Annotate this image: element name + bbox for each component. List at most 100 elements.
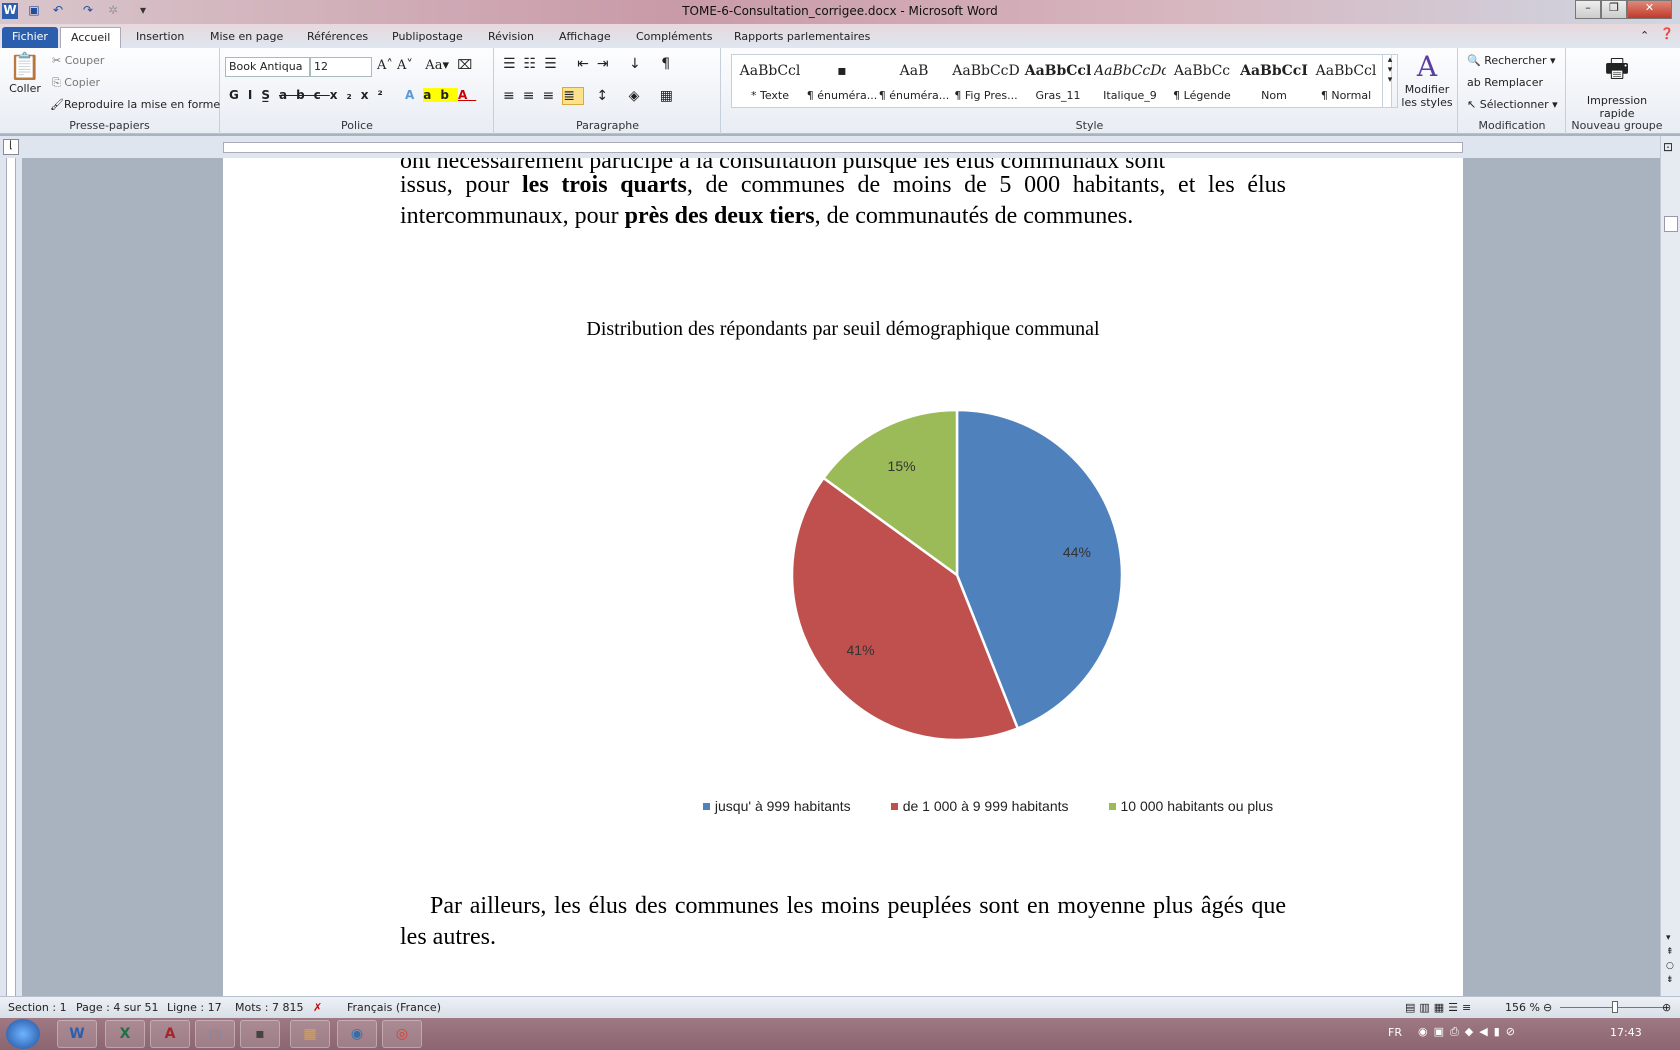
style-name: Italique_9	[1103, 89, 1157, 102]
input-language[interactable]: FR	[1388, 1026, 1402, 1039]
find-button[interactable]: 🔍 Rechercher ▾	[1467, 54, 1556, 67]
title-bar: W ▣ ↶ ↷ ✲ ▾ TOME-6-Consultation_corrigee…	[0, 0, 1680, 24]
zoom-in-button[interactable]: ⊕	[1662, 1001, 1672, 1014]
style-item[interactable]: ▪ ¶ énuméra...	[806, 55, 878, 102]
document-page[interactable]: ont nécessairement participé à la consul…	[223, 158, 1463, 996]
taskbar-app[interactable]: X	[105, 1020, 145, 1048]
data-label: 15%	[888, 458, 916, 474]
printer-icon: 🖶	[1604, 54, 1630, 84]
restore-button[interactable]: ❐	[1601, 0, 1627, 19]
taskbar-app[interactable]: ▦	[290, 1020, 330, 1048]
zoom-slider-thumb[interactable]	[1612, 1001, 1618, 1013]
proofing-icon[interactable]: ✗	[313, 1001, 323, 1014]
list-indent-buttons[interactable]: ☰☷☰ ⇤⇥ ↓ ¶	[503, 56, 679, 72]
format-painter-button[interactable]: 🖌Reproduire la mise en forme	[50, 98, 221, 111]
window-title: TOME-6-Consultation_corrigee.docx - Micr…	[682, 4, 998, 18]
style-preview: AaBbCcl	[1315, 63, 1377, 79]
style-item[interactable]: AaBbCcl * Texte	[734, 55, 806, 102]
style-item[interactable]: AaBbCcD ¶ Fig Pres...	[950, 55, 1022, 102]
taskbar-app[interactable]: ◎	[382, 1020, 422, 1048]
tab-selector[interactable]: ⌊	[3, 139, 19, 155]
view-ruler-icon[interactable]: ⊡	[1663, 140, 1674, 154]
font-size-select[interactable]: 12	[310, 57, 372, 77]
minimize-ribbon-icon[interactable]: ⌃	[1640, 29, 1650, 42]
quickprint-group-label: Nouveau groupe	[1571, 119, 1663, 132]
replace-button[interactable]: ab Remplacer	[1467, 76, 1543, 89]
style-item[interactable]: AaB ¶ énuméra...	[878, 55, 950, 102]
style-name: ¶ Légende	[1173, 89, 1231, 102]
redo-icon[interactable]: ↷	[82, 3, 94, 17]
legend-label: 10 000 habitants ou plus	[1120, 798, 1274, 814]
minimize-button[interactable]: –	[1575, 0, 1601, 19]
status-section[interactable]: Section : 1	[8, 1001, 67, 1014]
pie-slice[interactable]	[790, 476, 1020, 742]
help-icon[interactable]: ❓	[1660, 27, 1674, 40]
tab-rapports-parlementaires[interactable]: Rapports parlementaires	[734, 30, 871, 43]
status-page[interactable]: Page : 4 sur 51	[76, 1001, 159, 1014]
group-editing: 🔍 Rechercher ▾ ab Remplacer ↖ Sélectionn…	[1459, 48, 1566, 134]
ruler-scale[interactable]	[223, 142, 1463, 153]
tab-complements[interactable]: Compléments	[636, 30, 713, 43]
customize-icon[interactable]: ✲	[107, 3, 119, 17]
paragraph-group-label: Paragraphe	[575, 119, 640, 132]
pie-slice[interactable]	[821, 408, 959, 578]
style-item[interactable]: AaBbCc ¶ Légende	[1166, 55, 1238, 102]
legend-swatch	[702, 802, 710, 810]
copy-label: Copier	[64, 76, 101, 89]
modify-styles-button[interactable]: A Modifier les styles	[1397, 50, 1457, 109]
browse-buttons[interactable]: ▾ ⇞ ○ ⇟	[1666, 933, 1674, 985]
save-icon[interactable]: ▣	[28, 3, 40, 17]
select-button[interactable]: ↖ Sélectionner ▾	[1467, 98, 1558, 111]
tab-insertion[interactable]: Insertion	[136, 30, 185, 43]
legend-swatch	[1108, 802, 1116, 810]
status-language[interactable]: Français (France)	[347, 1001, 441, 1014]
text: , de communautés de communes.	[814, 203, 1134, 229]
zoom-out-button[interactable]: ⊖	[1543, 1001, 1553, 1014]
taskbar-app[interactable]: ◉	[337, 1020, 377, 1048]
word-icon[interactable]: W	[2, 3, 18, 19]
font-name-select[interactable]: Book Antiqua	[225, 57, 310, 77]
bold-text: près des deux tiers	[624, 203, 815, 229]
undo-icon[interactable]: ↶	[52, 3, 64, 17]
tray-icons[interactable]: ◉▣⎙◆◀▮⊘	[1418, 1025, 1521, 1038]
style-item[interactable]: AaBbCcl ¶ Normal	[1310, 55, 1382, 102]
style-preview: ▪	[837, 63, 847, 79]
tab-affichage[interactable]: Affichage	[559, 30, 611, 43]
tab-references[interactable]: Références	[307, 30, 369, 43]
start-button[interactable]	[6, 1019, 40, 1049]
styles-scroll[interactable]: ▴ ▾ ▾	[1382, 54, 1398, 108]
tab-mise-en-page[interactable]: Mise en page	[210, 30, 284, 43]
tab-publipostage[interactable]: Publipostage	[392, 30, 463, 43]
pie-chart[interactable]: 44% 41% 15%	[223, 158, 1463, 996]
zoom-level[interactable]: 156 %	[1505, 1001, 1540, 1014]
paragraph-1: issus, pour les trois quarts, de commune…	[400, 170, 1286, 232]
font-grow-shrink-icons[interactable]: A˄ A˅ Aa▾ ⌧	[377, 58, 473, 73]
cut-button[interactable]: ✂ Couper	[52, 54, 105, 67]
group-clipboard: 📋 Coller ✂ Couper ⎘ Copier 🖌Reproduire l…	[0, 48, 220, 134]
view-buttons[interactable]: ▤▥▦☰≡	[1405, 1001, 1476, 1014]
close-button[interactable]: ✕	[1627, 0, 1672, 19]
status-words[interactable]: Mots : 7 815	[235, 1001, 304, 1014]
quick-access-menu-icon[interactable]: ▾	[139, 3, 147, 17]
style-item[interactable]: AaBbCcl Gras_11	[1022, 55, 1094, 102]
quick-print-button[interactable]: 🖶 Impression rapide	[1577, 50, 1657, 120]
scrollbar-thumb[interactable]	[1664, 216, 1678, 232]
tab-fichier[interactable]: Fichier	[2, 27, 58, 48]
status-line[interactable]: Ligne : 17	[167, 1001, 222, 1014]
vertical-ruler-scale[interactable]	[6, 158, 16, 996]
font-format-buttons[interactable]: GIS̲abcx₂x² AabA	[229, 88, 477, 102]
paste-button[interactable]: 📋 Coller	[8, 52, 42, 95]
taskbar-app[interactable]: ▪	[240, 1020, 280, 1048]
style-item[interactable]: AaBbCcI Nom	[1238, 55, 1310, 102]
taskbar-app[interactable]: A	[150, 1020, 190, 1048]
tab-revision[interactable]: Révision	[488, 30, 534, 43]
taskbar-app[interactable]: W	[57, 1020, 97, 1048]
clock[interactable]: 17:43	[1610, 1026, 1642, 1039]
taskbar-app[interactable]: ▤	[195, 1020, 235, 1048]
alignment-buttons[interactable]: ≡≡≡≣ ↕ ◈ ▦	[503, 87, 682, 105]
tab-accueil[interactable]: Accueil	[60, 27, 122, 48]
style-item[interactable]: AaBbCcDdI Italique_9	[1094, 55, 1166, 102]
pie-slice[interactable]	[955, 408, 1124, 731]
copy-button[interactable]: ⎘ Copier	[52, 76, 101, 89]
vertical-scrollbar[interactable]: ⊡ ▾ ⇞ ○ ⇟	[1660, 136, 1680, 996]
